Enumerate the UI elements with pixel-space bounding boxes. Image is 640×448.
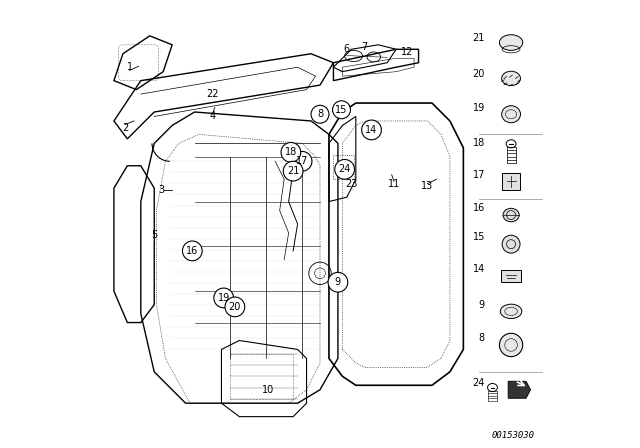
Text: 19: 19 xyxy=(218,293,230,303)
Text: 14: 14 xyxy=(472,264,485,274)
Text: 00153030: 00153030 xyxy=(491,431,534,440)
Circle shape xyxy=(225,297,244,317)
Text: 24: 24 xyxy=(339,164,351,174)
Text: 5: 5 xyxy=(151,230,157,240)
Text: 14: 14 xyxy=(365,125,378,135)
Ellipse shape xyxy=(500,304,522,319)
Text: 1: 1 xyxy=(127,62,132,72)
Text: 20: 20 xyxy=(228,302,241,312)
Ellipse shape xyxy=(503,208,519,222)
Text: 15: 15 xyxy=(335,105,348,115)
Text: 16: 16 xyxy=(186,246,198,256)
Text: 15: 15 xyxy=(472,233,485,242)
Circle shape xyxy=(335,159,355,179)
Text: 16: 16 xyxy=(472,203,485,213)
Text: 20: 20 xyxy=(472,69,485,79)
Circle shape xyxy=(214,288,234,308)
Text: 2: 2 xyxy=(122,123,128,133)
Text: 8: 8 xyxy=(317,109,323,119)
Text: 21: 21 xyxy=(287,166,300,176)
Text: 18: 18 xyxy=(285,147,297,157)
Text: 9: 9 xyxy=(479,300,485,310)
FancyBboxPatch shape xyxy=(501,270,521,282)
Circle shape xyxy=(182,241,202,261)
Text: 17: 17 xyxy=(472,170,485,180)
Text: 6: 6 xyxy=(344,44,350,54)
Text: 11: 11 xyxy=(388,179,400,189)
Text: 13: 13 xyxy=(420,181,433,191)
Circle shape xyxy=(284,161,303,181)
Circle shape xyxy=(328,272,348,292)
Text: 9: 9 xyxy=(335,277,341,287)
Circle shape xyxy=(292,151,312,171)
Text: 10: 10 xyxy=(262,385,275,395)
Circle shape xyxy=(499,333,523,357)
Ellipse shape xyxy=(502,71,520,86)
Circle shape xyxy=(362,120,381,140)
Text: 19: 19 xyxy=(472,103,485,112)
Text: 7: 7 xyxy=(361,42,367,52)
Text: 18: 18 xyxy=(472,138,485,148)
Circle shape xyxy=(281,142,301,162)
Polygon shape xyxy=(508,381,531,398)
Text: 3: 3 xyxy=(158,185,164,195)
Text: 8: 8 xyxy=(479,333,485,343)
Text: 21: 21 xyxy=(472,33,485,43)
Circle shape xyxy=(502,235,520,253)
Circle shape xyxy=(333,101,351,119)
Text: 22: 22 xyxy=(206,89,219,99)
FancyBboxPatch shape xyxy=(502,173,520,190)
Circle shape xyxy=(311,105,329,123)
Ellipse shape xyxy=(502,106,520,123)
Text: 12: 12 xyxy=(401,47,413,56)
Text: 23: 23 xyxy=(345,179,358,189)
Text: 4: 4 xyxy=(209,112,216,121)
Text: 24: 24 xyxy=(472,378,485,388)
Text: 17: 17 xyxy=(296,156,308,166)
Ellipse shape xyxy=(499,35,523,51)
